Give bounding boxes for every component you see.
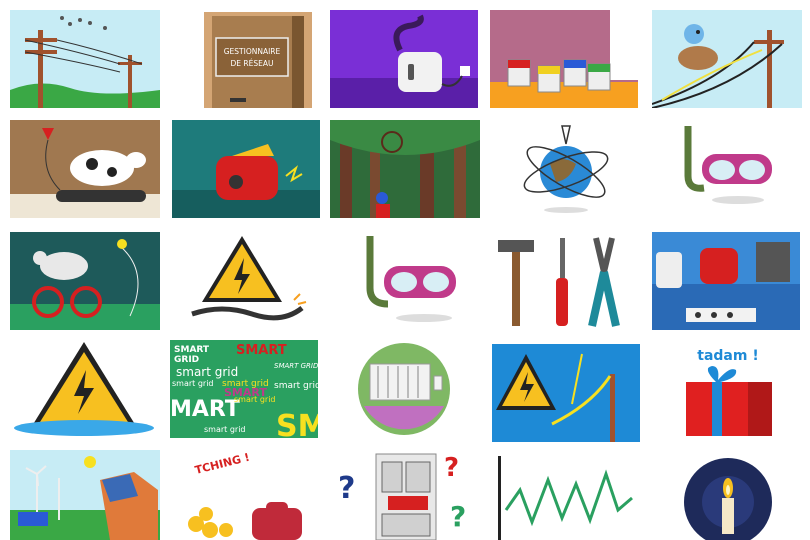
signal-graph-illustration — [492, 450, 640, 540]
smart-grid-word-13: SM — [276, 409, 318, 438]
paint-cans-illustration — [490, 10, 638, 108]
tadam-gift-illustration: tadam ! — [672, 344, 784, 442]
power-lines-birds-illustration — [10, 10, 160, 108]
smart-grid-word-12: smart grid — [204, 425, 246, 434]
smart-grid-word-5: SMART GRID — [274, 362, 318, 370]
overloaded-outlet-appliances-illustration — [652, 232, 800, 330]
question-mark-3: ? — [450, 500, 466, 533]
forest-explorer-illustration — [330, 120, 480, 218]
smart-grid-word-4: smart grid — [176, 365, 238, 379]
smart-grid-wordcloud: SMART GRID SMART smart grid SMART GRID s… — [170, 340, 318, 438]
tadam-text: tadam ! — [697, 348, 758, 364]
radiator-thermostat-illustration — [354, 340, 454, 438]
flooded-hazard-sign-illustration — [10, 340, 160, 438]
smart-grid-word-8: smart grid — [274, 381, 318, 391]
smart-grid-word-10: smart grid — [234, 395, 276, 404]
question-mark-1: ? — [338, 471, 355, 506]
candle-night-illustration — [672, 450, 784, 540]
snorkel-mask-illustration — [668, 120, 780, 218]
solar-house-wind-turbines-illustration — [10, 450, 160, 540]
hazard-sign-power-line-illustration — [492, 344, 640, 442]
globe-network-illustration — [492, 120, 640, 218]
smart-grid-word-1: SMART — [174, 345, 210, 355]
mouse-bicycle-generator-illustration — [10, 232, 160, 330]
smart-grid-word-2: GRID — [174, 355, 199, 365]
smart-grid-word-3: SMART — [236, 343, 287, 358]
tching-piggy-bank-coins-illustration: TCHING ! — [182, 450, 312, 540]
smoking-toaster-illustration — [330, 10, 478, 108]
electrical-hazard-sign-illustration — [182, 232, 312, 330]
snorkel-mask-illustration-2 — [352, 232, 464, 330]
circuit-breaker-panel-questions-illustration: ? ? ? — [332, 450, 478, 540]
door-sign-line2: DE RÉSEAU — [231, 59, 274, 68]
cow-treadmill-illustration — [10, 120, 160, 218]
bird-on-power-line-illustration — [652, 10, 802, 108]
smart-grid-word-7: smart grid — [222, 379, 269, 389]
door-sign-line1: GESTIONNAIRE — [224, 47, 281, 56]
smart-grid-word-6: smart grid — [172, 379, 214, 388]
question-mark-2: ? — [444, 453, 459, 483]
overheating-fryer-illustration — [172, 120, 320, 218]
tools-hammer-screwdriver-pliers-illustration — [492, 232, 642, 330]
smart-grid-word-11: SMART — [224, 386, 267, 399]
grid-manager-door-illustration: GESTIONNAIRE DE RÉSEAU — [202, 10, 314, 108]
smart-grid-word-9: MART — [170, 397, 240, 422]
